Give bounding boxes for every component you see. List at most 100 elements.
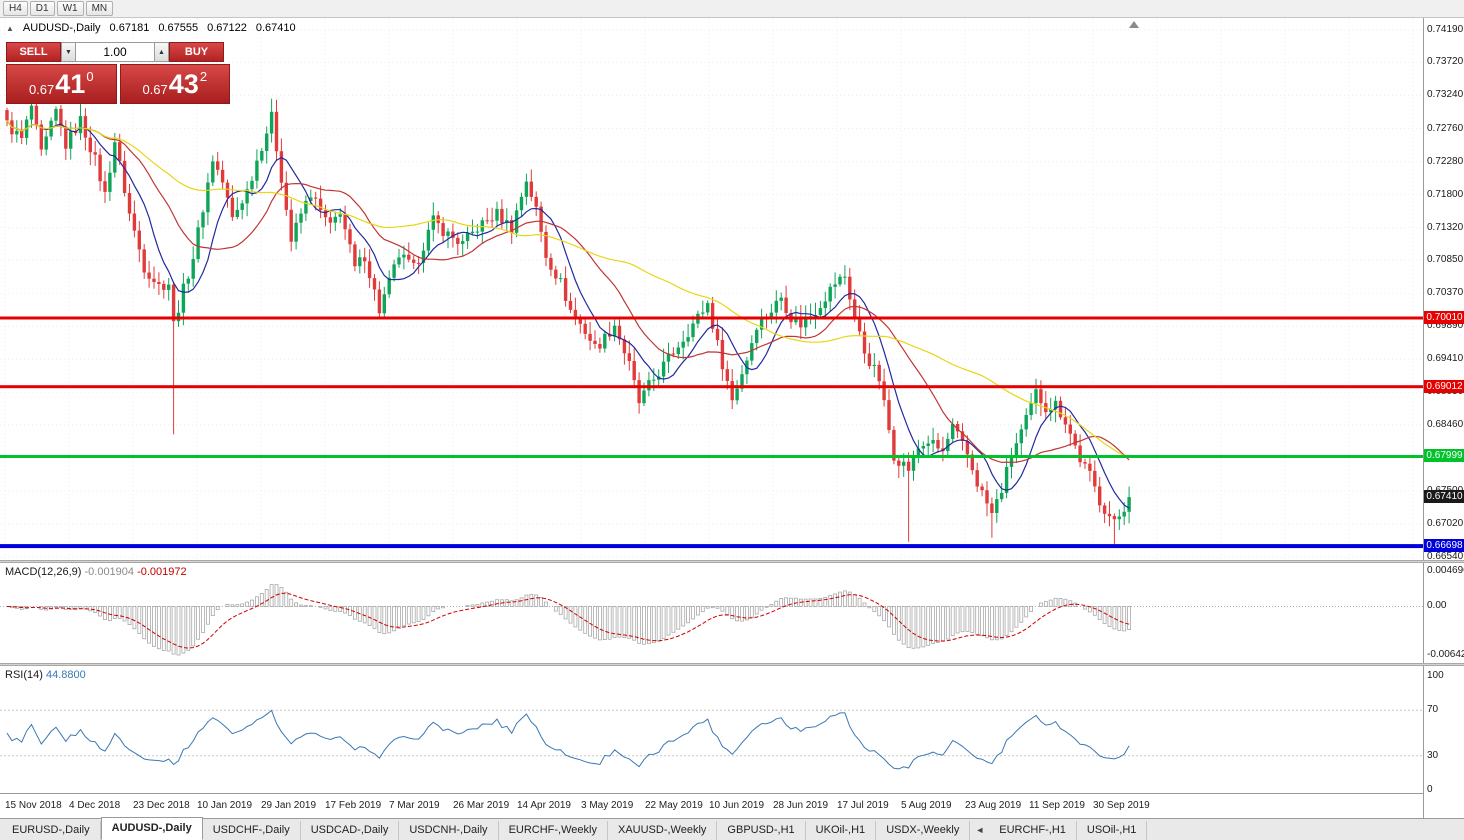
axis-label: 0.73720 xyxy=(1427,56,1464,67)
axis-label: 0 xyxy=(1427,784,1433,795)
time-axis-label: 7 Mar 2019 xyxy=(389,800,440,811)
price-tag: 0.67410 xyxy=(1424,490,1464,503)
tab-scroll-left-icon[interactable]: ◄ xyxy=(975,825,985,835)
macd-signal-value: -0.001972 xyxy=(137,566,187,578)
time-axis-label: 15 Nov 2018 xyxy=(5,800,62,811)
rsi-label: RSI(14) 44.8800 xyxy=(5,669,86,681)
time-axis-label: 28 Jun 2019 xyxy=(773,800,829,811)
chart-tab-ukoil-h1[interactable]: UKOil-,H1 xyxy=(806,821,877,840)
axis-label: 0.70850 xyxy=(1427,254,1464,265)
one-click-trading-panel: SELL ▼ 1.00 ▲ BUY 0.67 41 0 0.67 43 2 xyxy=(6,42,230,104)
ohlc-close-value: 0.67410 xyxy=(255,22,296,34)
time-axis-label: 5 Aug 2019 xyxy=(901,800,952,811)
panel-separator[interactable] xyxy=(0,560,1464,563)
timeframe-button-d1[interactable]: D1 xyxy=(29,1,55,16)
bid-prefix: 0.67 xyxy=(28,81,55,97)
timeframe-button-h4[interactable]: H4 xyxy=(3,1,28,16)
one-click-panel-toggle-icon[interactable]: ▲ xyxy=(6,23,14,33)
rsi-name: RSI(14) xyxy=(5,669,43,681)
axis-label: 0.72760 xyxy=(1427,123,1464,134)
axis-label: 30 xyxy=(1427,750,1439,761)
ohlc-low-value: 0.67122 xyxy=(207,22,247,34)
timeframe-button-mn[interactable]: MN xyxy=(85,1,114,16)
sell-button[interactable]: SELL xyxy=(6,42,61,62)
time-axis-label: 14 Apr 2019 xyxy=(517,800,571,811)
chart-tab-gbpusd-h1[interactable]: GBPUSD-,H1 xyxy=(717,821,806,840)
time-axis-label: 4 Dec 2018 xyxy=(69,800,121,811)
chart-tab-usdcad-daily[interactable]: USDCAD-,Daily xyxy=(301,821,400,840)
axis-label: 0.68460 xyxy=(1427,419,1464,430)
time-axis-label: 10 Jan 2019 xyxy=(197,800,253,811)
axis-label: 0.70370 xyxy=(1427,287,1464,298)
time-axis[interactable]: 15 Nov 2018 4 Dec 2018 23 Dec 2018 10 Jan 2… xyxy=(0,793,1423,818)
ohlc-open-value: 0.67181 xyxy=(109,22,150,34)
bid-price-display[interactable]: 0.67 41 0 xyxy=(6,64,117,104)
chart-tab-usoil-h1[interactable]: USOil-,H1 xyxy=(1077,821,1148,840)
volume-input[interactable]: 1.00 xyxy=(76,42,154,62)
chart-tab-eurusd-daily[interactable]: EURUSD-,Daily xyxy=(2,821,101,840)
axis-label: 0.73240 xyxy=(1427,89,1464,100)
timeframe-button-w1[interactable]: W1 xyxy=(56,1,84,16)
volume-decrease-button[interactable]: ▼ xyxy=(61,42,76,62)
axis-label: 0.74190 xyxy=(1427,24,1464,35)
time-axis-label: 26 Mar 2019 xyxy=(453,800,510,811)
time-axis-label: 17 Feb 2019 xyxy=(325,800,382,811)
macd-value: -0.001904 xyxy=(84,566,135,578)
time-axis-label: 23 Dec 2018 xyxy=(133,800,190,811)
timeframe-toolbar: H4 D1 W1 MN xyxy=(0,0,1464,18)
ask-prefix: 0.67 xyxy=(142,81,168,97)
time-axis-label: 22 May 2019 xyxy=(645,800,703,811)
price-axis[interactable]: 0.74190 0.73720 0.73240 0.72760 0.72280 0.718… xyxy=(1423,18,1464,818)
time-axis-label: 30 Sep 2019 xyxy=(1093,800,1150,811)
price-tag: 0.67999 xyxy=(1424,449,1464,462)
axis-label: 100 xyxy=(1427,670,1444,681)
axis-label: 0.69890 xyxy=(1427,320,1464,331)
axis-label: 0.71320 xyxy=(1427,222,1464,233)
chevron-up-icon: ▲ xyxy=(158,48,165,56)
chevron-down-icon: ▼ xyxy=(65,48,72,56)
chart-tab-eurchf-h1[interactable]: EURCHF-,H1 xyxy=(989,821,1077,840)
chart-tab-audusd-daily[interactable]: AUDUSD-,Daily xyxy=(100,817,203,840)
axis-label: 0.67020 xyxy=(1427,518,1464,529)
chart-tab-usdchf-daily[interactable]: USDCHF-,Daily xyxy=(203,821,301,840)
chart-tab-xauusd-weekly[interactable]: XAUUSD-,Weekly xyxy=(608,821,718,840)
time-axis-label: 17 Jul 2019 xyxy=(837,800,889,811)
ohlc-high-value: 0.67555 xyxy=(158,22,199,34)
axis-label: 0.66540 xyxy=(1427,551,1464,562)
axis-label: 0.69410 xyxy=(1427,353,1464,364)
rsi-value: 44.8800 xyxy=(45,669,86,681)
axis-label: 0.72280 xyxy=(1427,156,1464,167)
chart-tab-usdx-weekly[interactable]: USDX-,Weekly xyxy=(876,821,971,840)
axis-label: 0.71800 xyxy=(1427,189,1464,200)
buy-button[interactable]: BUY xyxy=(169,42,224,62)
chart-tab-usdcnh-daily[interactable]: USDCNH-,Daily xyxy=(399,821,499,840)
axis-label: -0.006427 xyxy=(1427,649,1464,660)
axis-label: 0.004696 xyxy=(1427,565,1464,576)
time-axis-label: 10 Jun 2019 xyxy=(709,800,765,811)
chart-shift-marker xyxy=(1129,21,1139,28)
chart-tab-eurchf-weekly[interactable]: EURCHF-,Weekly xyxy=(499,821,608,840)
axis-label: 0.00 xyxy=(1427,600,1447,611)
rsi-panel: RSI(14) 44.8800 xyxy=(0,666,1423,793)
bid-big-digits: 41 xyxy=(55,68,86,99)
macd-canvas[interactable] xyxy=(0,563,1423,663)
macd-panel: MACD(12,26,9) -0.001904 -0.001972 xyxy=(0,563,1423,663)
time-axis-label: 11 Sep 2019 xyxy=(1029,800,1085,811)
ask-price-display[interactable]: 0.67 43 2 xyxy=(119,64,230,104)
price-tag: 0.66698 xyxy=(1424,539,1464,552)
bid-pipette: 0 xyxy=(86,69,94,84)
price-chart-canvas[interactable] xyxy=(0,18,1423,560)
rsi-canvas[interactable] xyxy=(0,666,1423,793)
chart-window: ▲ AUDUSD-,Daily 0.67181 0.67555 0.67122 … xyxy=(0,18,1464,818)
time-axis-label: 3 May 2019 xyxy=(581,800,634,811)
volume-increase-button[interactable]: ▲ xyxy=(154,42,169,62)
chart-title: ▲ AUDUSD-,Daily 0.67181 0.67555 0.67122 … xyxy=(6,22,296,34)
macd-label: MACD(12,26,9) -0.001904 -0.001972 xyxy=(5,566,187,578)
ask-big-digits: 43 xyxy=(168,68,199,99)
panel-separator[interactable] xyxy=(0,663,1464,666)
ask-pipette: 2 xyxy=(199,69,208,84)
chart-tabs-bar: EURUSD-,Daily AUDUSD-,Daily USDCHF-,Daily U… xyxy=(0,817,1464,840)
macd-name: MACD(12,26,9) xyxy=(5,566,82,578)
time-axis-label: 23 Aug 2019 xyxy=(965,800,1022,811)
